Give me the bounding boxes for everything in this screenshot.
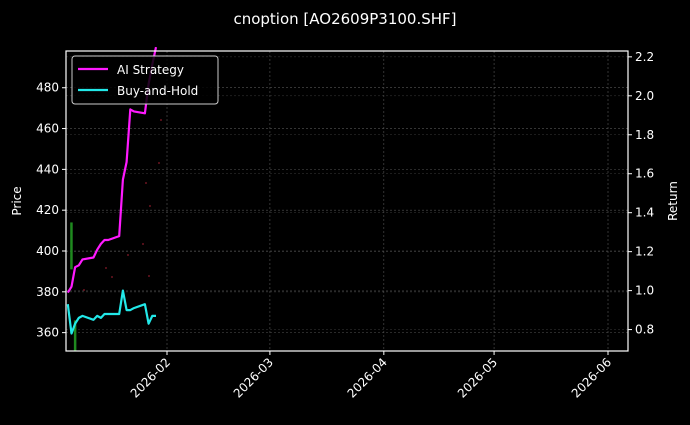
y-tick-label-right: 2.0	[635, 89, 654, 103]
y-tick-label-right: 1.2	[635, 245, 654, 259]
y-axis-label-left: Price	[10, 186, 24, 215]
x-tick-label: 2026-05	[455, 355, 500, 400]
y-tick-label-left: 460	[36, 122, 59, 136]
x-axis: 2026-02 2026-03 2026-04 2026-05 2026-06	[128, 351, 614, 401]
line-buy-and-hold	[66, 289, 156, 335]
legend-label-buy-and-hold: Buy-and-Hold	[117, 84, 198, 98]
y-tick-label-right: 1.0	[635, 284, 654, 298]
y-tick-label-right: 1.4	[635, 206, 654, 220]
y-tick-label-right: 0.8	[635, 323, 654, 337]
y-tick-label-left: 480	[36, 81, 59, 95]
x-tick-label: 2026-04	[345, 355, 390, 400]
y-tick-label-left: 380	[36, 285, 59, 299]
y-axis-label-right: Return	[666, 181, 680, 221]
y-tick-label-right: 2.2	[635, 50, 654, 64]
plot-frame	[65, 50, 629, 352]
signal-dots	[83, 119, 162, 291]
y-axis-right: 0.8 1.0 1.2 1.4 1.6 1.8 2.0 2.2	[628, 50, 654, 337]
x-tick-label: 2026-06	[569, 355, 614, 400]
series-lines	[66, 46, 158, 335]
y-tick-label-left: 400	[36, 244, 59, 258]
legend: AI Strategy Buy-and-Hold	[71, 55, 219, 105]
y-tick-label-right: 1.6	[635, 167, 654, 181]
y-tick-label-left: 440	[36, 162, 59, 176]
y-tick-label-left: 420	[36, 203, 59, 217]
y-axis-left: 360 380 400 420 440 460 480	[36, 81, 66, 340]
line-ai-strategy	[66, 46, 158, 294]
chart-title: cnoption [AO2609P3100.SHF]	[233, 10, 456, 28]
x-tick-label: 2026-02	[128, 355, 173, 400]
legend-label-ai-strategy: AI Strategy	[117, 63, 184, 77]
y-tick-label-left: 360	[36, 326, 59, 340]
y-tick-label-right: 1.8	[635, 128, 654, 142]
x-tick-label: 2026-03	[231, 355, 276, 400]
